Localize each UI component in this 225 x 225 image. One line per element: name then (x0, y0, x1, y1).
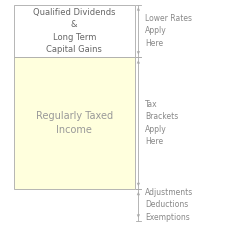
Text: Tax
Brackets
Apply
Here: Tax Brackets Apply Here (145, 100, 178, 146)
Text: Lower Rates
Apply
Here: Lower Rates Apply Here (145, 14, 192, 48)
Text: Qualified Dividends
&
Long Term
Capital Gains: Qualified Dividends & Long Term Capital … (33, 8, 115, 54)
Text: Adjustments
Deductions
Exemptions: Adjustments Deductions Exemptions (145, 188, 193, 222)
Bar (14, 57, 135, 189)
Text: Regularly Taxed
Income: Regularly Taxed Income (36, 111, 113, 135)
Bar (14, 4, 135, 57)
